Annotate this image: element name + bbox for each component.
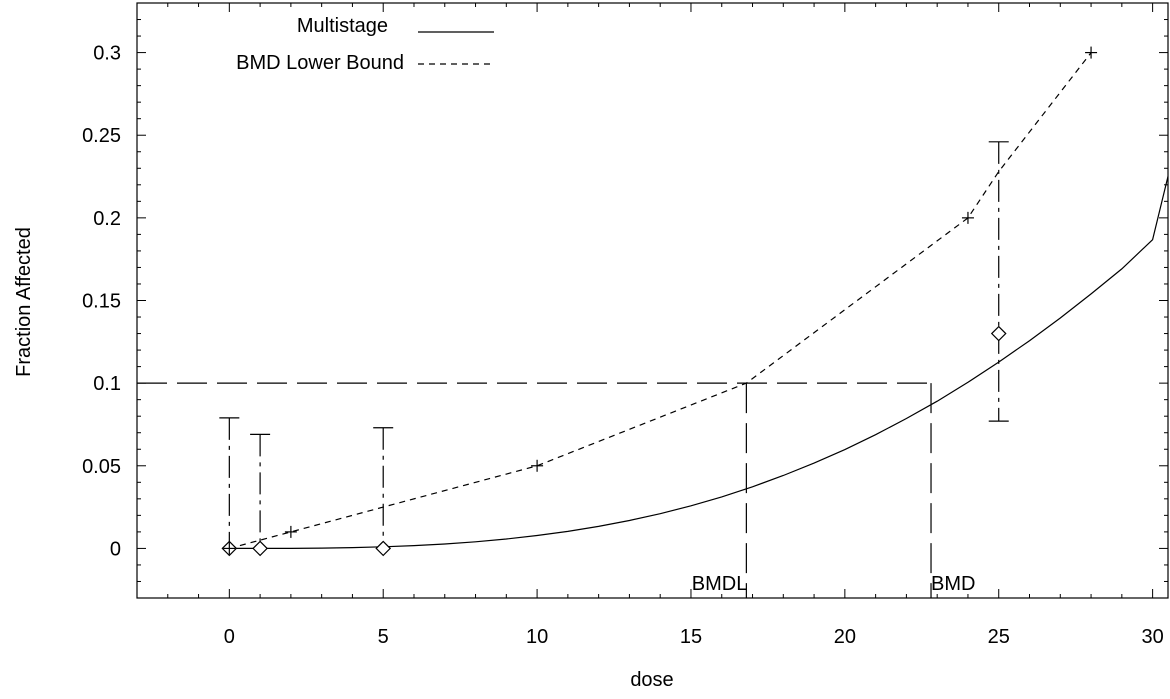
series-line-multistage (229, 176, 1169, 550)
observed-diamond-marker (375, 540, 392, 557)
x-tick-label: 15 (680, 626, 702, 648)
x-tick-label: 0 (224, 626, 235, 648)
x-tick-label: 25 (988, 626, 1010, 648)
legend: Multistage BMD Lower Bound (236, 15, 494, 74)
y-tick-label: 0.15 (82, 291, 121, 313)
y-tick-label: 0.05 (82, 456, 121, 478)
plus-marker (531, 459, 544, 472)
y-tick-label: 0.25 (82, 125, 121, 147)
bmdl-annotation: BMDL (692, 573, 748, 595)
y-tick-label: 0 (110, 538, 121, 560)
plus-marker (1085, 46, 1098, 59)
y-tick-label: 0.3 (93, 43, 121, 65)
y-axis-title: Fraction Affected (13, 227, 35, 377)
x-axis-title: dose (630, 669, 673, 691)
plus-marker (223, 542, 236, 555)
x-tick-label: 10 (526, 626, 548, 648)
plus-marker (961, 211, 974, 224)
y-tick-label: 0.1 (93, 373, 121, 395)
observed-diamond-marker (252, 540, 268, 557)
plus-marker (284, 525, 297, 538)
legend-label-bmd-lower-bound: BMD Lower Bound (236, 52, 404, 74)
x-tick-label: 20 (834, 626, 856, 648)
legend-label-multistage: Multistage (297, 15, 388, 37)
x-tick-label: 5 (378, 626, 389, 648)
plot-frame (136, 2, 1169, 599)
series-line-bmd-lower-bound (229, 52, 1092, 549)
plot-layer: 0 5 10 15 20 25 30 0 0.05 0.1 0.15 0.2 0.25 0.3 BMDL BM… (82, 2, 1169, 648)
bmd-annotation: BMD (931, 573, 975, 595)
y-tick-label: 0.2 (93, 208, 121, 230)
observed-diamond-marker (990, 325, 1007, 342)
x-tick-label: 30 (1141, 626, 1163, 648)
